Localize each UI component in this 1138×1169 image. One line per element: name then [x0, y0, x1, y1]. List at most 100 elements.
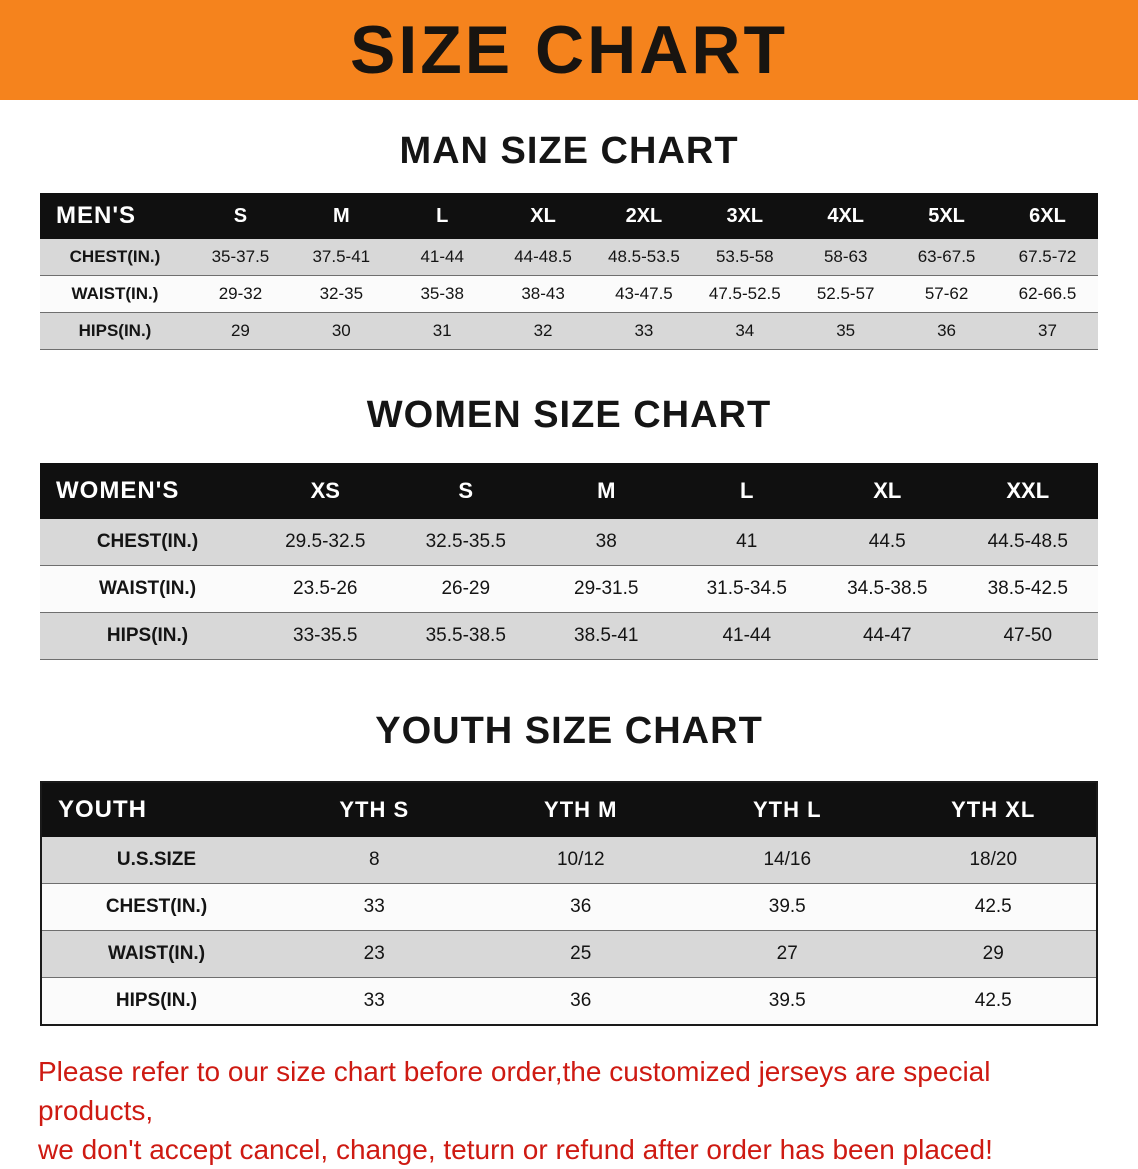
table-body: CHEST(IN.) 29.5-32.5 32.5-35.5 38 41 44.5 44.5… — [40, 519, 1098, 660]
men-size-table: MEN'S S M L XL 2XL 3XL 4XL 5XL 6XL CHEST(IN.) 35-37… — [40, 193, 1098, 350]
data-cell: 33-35.5 — [293, 625, 358, 646]
table-head: WOMEN'S XS S M L XL XXL — [40, 463, 1098, 519]
size-column-header: XS — [255, 463, 396, 519]
size-column-header: YTH M — [477, 782, 684, 837]
size-chart-banner: SIZE CHART — [0, 0, 1138, 100]
table-row: HIPS(IN.) 33-35.5 35.5-38.5 38.5-41 41-44 44-… — [40, 612, 1098, 660]
data-cell: 31.5-34.5 — [706, 578, 787, 599]
men-section-heading: MAN SIZE CHART — [399, 130, 739, 172]
data-cell: 25 — [570, 943, 592, 964]
row-label-cell: HIPS(IN.) — [106, 625, 189, 646]
size-column-header: S — [190, 193, 291, 239]
data-cell: 44.5 — [868, 531, 906, 552]
data-cell: 58-63 — [823, 247, 868, 266]
row-label-cell: HIPS(IN.) — [78, 321, 152, 340]
table-row: HIPS(IN.) 33 36 39.5 42.5 — [41, 977, 1097, 1025]
table-title-cell: MEN'S — [40, 193, 190, 239]
row-label-cell: WAIST(IN.) — [107, 943, 206, 964]
youth-size-table: YOUTH YTH S YTH M YTH L YTH XL U.S.SIZE 8 10/12… — [40, 781, 1098, 1026]
data-cell: 8 — [368, 849, 380, 870]
data-cell: 63-67.5 — [917, 247, 976, 266]
order-disclaimer: Please refer to our size chart before or… — [38, 1052, 1100, 1169]
data-cell: 23 — [363, 943, 385, 964]
data-cell: 42.5 — [974, 990, 1012, 1011]
row-label-cell: CHEST(IN.) — [96, 531, 199, 552]
data-cell: 14/16 — [763, 849, 812, 870]
data-cell: 38-43 — [521, 284, 565, 303]
data-cell: 10/12 — [556, 849, 605, 870]
data-cell: 32.5-35.5 — [425, 531, 506, 552]
women-size-table: WOMEN'S XS S M L XL XXL CHEST(IN.) 29.5-32.5 32.5… — [40, 463, 1098, 660]
data-cell: 37.5-41 — [312, 247, 371, 266]
data-cell: 39.5 — [768, 896, 806, 917]
data-cell: 39.5 — [768, 990, 806, 1011]
size-column-header: YTH XL — [890, 782, 1097, 837]
size-column-header: YTH S — [271, 782, 478, 837]
data-cell: 62-66.5 — [1018, 284, 1077, 303]
disclaimer-line-1: Please refer to our size chart before or… — [38, 1056, 991, 1126]
data-cell: 33 — [363, 896, 385, 917]
women-section-heading: WOMEN SIZE CHART — [366, 394, 772, 436]
size-column-header: 6XL — [997, 193, 1098, 239]
size-column-header: 4XL — [795, 193, 897, 239]
row-label-cell: HIPS(IN.) — [115, 990, 198, 1011]
data-cell: 38.5-41 — [574, 625, 639, 646]
row-label-cell: WAIST(IN.) — [98, 578, 197, 599]
size-column-header: M — [536, 463, 677, 519]
data-cell: 35-38 — [420, 284, 464, 303]
data-cell: 38.5-42.5 — [987, 578, 1068, 599]
table-header-row: YOUTH YTH S YTH M YTH L YTH XL — [41, 782, 1097, 837]
data-cell: 29 — [982, 943, 1004, 964]
table-title-cell: YOUTH — [41, 782, 271, 837]
data-cell: 35 — [836, 321, 856, 340]
data-cell: 44.5-48.5 — [987, 531, 1068, 552]
size-column-header: YTH L — [684, 782, 891, 837]
data-cell: 43-47.5 — [615, 284, 673, 303]
data-cell: 33 — [363, 990, 385, 1011]
size-column-header: 3XL — [694, 193, 796, 239]
data-cell: 23.5-26 — [293, 578, 358, 599]
data-cell: 29-31.5 — [574, 578, 639, 599]
data-cell: 37 — [1038, 321, 1057, 340]
data-cell: 41 — [736, 531, 758, 552]
youth-section-heading: YOUTH SIZE CHART — [375, 710, 763, 752]
size-column-header: XXL — [957, 463, 1098, 519]
disclaimer-line-2: we don't accept cancel, change, teturn o… — [38, 1134, 993, 1165]
data-cell: 34 — [735, 321, 755, 340]
data-cell: 33 — [634, 321, 654, 340]
table-row: WAIST(IN.) 29-32 32-35 35-38 38-43 43-47.5 47.… — [40, 275, 1098, 313]
data-cell: 29 — [230, 321, 250, 340]
data-cell: 30 — [331, 321, 351, 340]
table-head: YOUTH YTH S YTH M YTH L YTH XL — [41, 782, 1097, 837]
data-cell: 35.5-38.5 — [425, 625, 506, 646]
data-cell: 18/20 — [969, 849, 1018, 870]
size-column-header: XL — [492, 193, 594, 239]
data-cell: 32 — [533, 321, 553, 340]
row-label-cell: CHEST(IN.) — [105, 896, 208, 917]
table-row: CHEST(IN.) 35-37.5 37.5-41 41-44 44-48.5 48.5… — [40, 239, 1098, 276]
row-label-cell: U.S.SIZE — [116, 849, 197, 870]
data-cell: 44-47 — [862, 625, 912, 646]
data-cell: 26-29 — [441, 578, 491, 599]
data-cell: 57-62 — [924, 284, 969, 303]
size-column-header: L — [676, 463, 817, 519]
data-cell: 34.5-38.5 — [847, 578, 928, 599]
data-cell: 31 — [432, 321, 452, 340]
row-label-cell: WAIST(IN.) — [71, 284, 159, 303]
table-row: WAIST(IN.) 23 25 27 29 — [41, 930, 1097, 978]
table-row: CHEST(IN.) 33 36 39.5 42.5 — [41, 883, 1097, 931]
size-column-header: XL — [817, 463, 958, 519]
data-cell: 29-32 — [218, 284, 263, 303]
banner-title: SIZE CHART — [350, 12, 788, 88]
data-cell: 36 — [570, 896, 592, 917]
table-title-cell: WOMEN'S — [40, 463, 255, 519]
table-body: CHEST(IN.) 35-37.5 37.5-41 41-44 44-48.5 48.5… — [40, 239, 1098, 350]
data-cell: 52.5-57 — [816, 284, 875, 303]
data-cell: 38 — [595, 531, 617, 552]
size-column-header: S — [395, 463, 536, 519]
table-row: WAIST(IN.) 23.5-26 26-29 29-31.5 31.5-34.5 34… — [40, 565, 1098, 613]
data-cell: 67.5-72 — [1018, 247, 1077, 266]
table-row: HIPS(IN.) 29 30 31 32 33 34 35 36 37 — [40, 312, 1098, 350]
row-label-cell: CHEST(IN.) — [69, 247, 161, 266]
table-row: U.S.SIZE 8 10/12 14/16 18/20 — [41, 837, 1097, 884]
